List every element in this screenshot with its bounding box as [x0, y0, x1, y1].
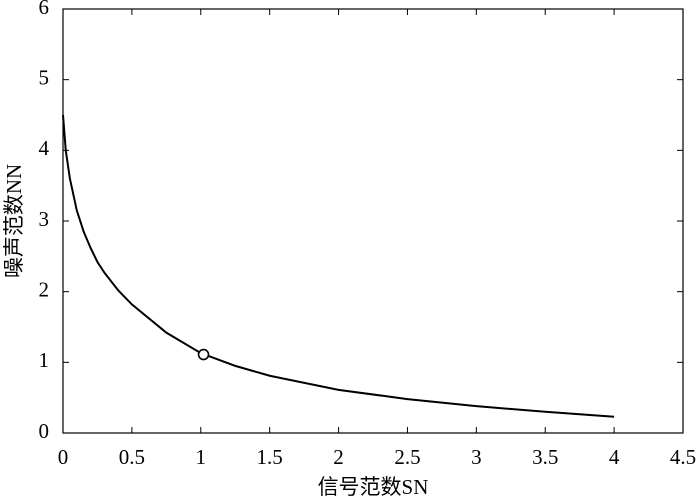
y-tick-label: 1: [39, 348, 50, 372]
line: [62, 114, 615, 418]
x-tick-label: 2: [333, 445, 344, 469]
y-axis-label: 噪声范数NN: [2, 164, 26, 278]
y-tick-label: 3: [39, 207, 50, 231]
y-tick-label: 2: [39, 277, 50, 301]
y-tick-label: 5: [39, 65, 50, 89]
x-axis-label: 信号范数SN: [318, 475, 429, 499]
x-tick-label: 2.5: [394, 445, 420, 469]
plot-frame: [62, 8, 684, 434]
x-tick-label: 0.5: [119, 445, 145, 469]
marker: [197, 348, 210, 361]
x-tick-label: 1: [196, 445, 207, 469]
x-tick-label: 3: [471, 445, 482, 469]
y-tick-label: 6: [39, 0, 50, 19]
x-tick-label: 3.5: [532, 445, 558, 469]
y-tick-label: 4: [39, 136, 50, 160]
x-tick-label: 0: [58, 445, 69, 469]
x-tick-label: 4: [609, 445, 620, 469]
y-tick-label: 0: [39, 419, 50, 443]
x-tick-label: 1.5: [257, 445, 283, 469]
x-tick-label: 4.5: [670, 445, 696, 469]
